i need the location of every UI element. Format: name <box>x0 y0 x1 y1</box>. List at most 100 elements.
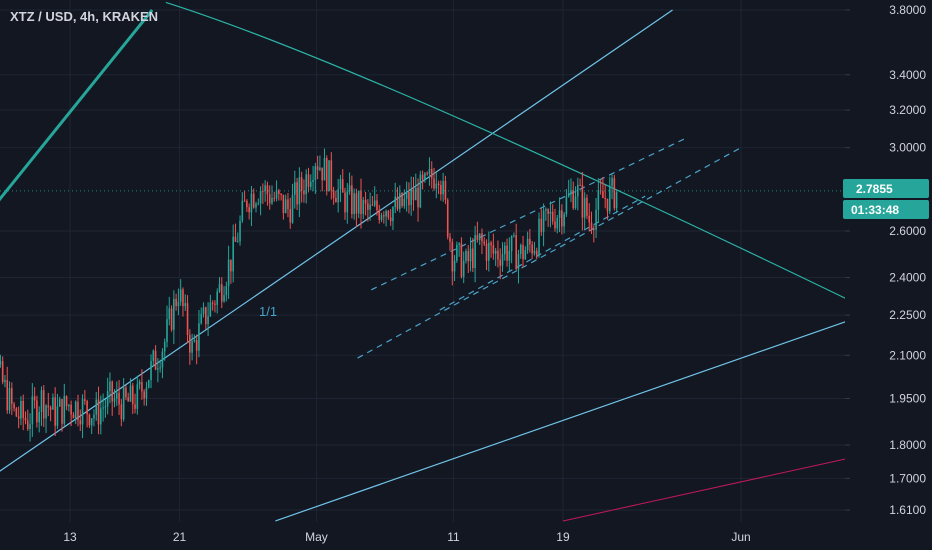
candle[interactable] <box>262 183 264 205</box>
candle[interactable] <box>309 174 312 191</box>
price-axis[interactable]: 3.8000 3.4000 3.2000 3.0000 2.6000 2.4000 2.25… <box>845 0 932 550</box>
candle[interactable] <box>159 359 161 373</box>
candle[interactable] <box>364 191 367 216</box>
candle[interactable] <box>339 174 342 203</box>
candle[interactable] <box>510 235 513 264</box>
candle[interactable] <box>0 354 2 368</box>
candle[interactable] <box>236 232 239 243</box>
drawing-layer[interactable] <box>0 1 865 522</box>
candle[interactable] <box>216 288 219 314</box>
candle[interactable] <box>481 228 483 255</box>
candle[interactable] <box>211 300 214 311</box>
candle[interactable] <box>567 179 570 198</box>
candle[interactable] <box>61 398 63 432</box>
candle[interactable] <box>556 214 559 234</box>
candle[interactable] <box>497 240 499 268</box>
candle[interactable] <box>558 197 561 233</box>
candle[interactable] <box>428 157 431 186</box>
candle[interactable] <box>129 378 132 402</box>
candle[interactable] <box>143 389 145 406</box>
candle[interactable] <box>120 399 123 427</box>
candle[interactable] <box>26 409 29 431</box>
candle[interactable] <box>68 403 70 412</box>
candle[interactable] <box>332 186 335 205</box>
candle[interactable] <box>437 180 440 195</box>
candle[interactable] <box>241 192 244 223</box>
time-axis[interactable]: 13 21 May 11 19 Jun <box>0 522 932 550</box>
candle[interactable] <box>145 381 148 406</box>
candle[interactable] <box>319 155 321 172</box>
candle[interactable] <box>561 204 563 235</box>
candle[interactable] <box>282 194 285 220</box>
candle[interactable] <box>490 240 492 258</box>
candle[interactable] <box>586 194 588 220</box>
candle[interactable] <box>444 175 447 205</box>
candle[interactable] <box>106 377 109 415</box>
candle[interactable] <box>93 409 95 427</box>
candle[interactable] <box>31 383 34 437</box>
candle[interactable] <box>307 167 310 193</box>
candle[interactable] <box>579 178 581 187</box>
candle[interactable] <box>321 167 323 192</box>
candle[interactable] <box>417 178 419 222</box>
candle[interactable] <box>246 199 248 213</box>
candle[interactable] <box>424 171 426 183</box>
candle[interactable] <box>519 243 522 259</box>
candle[interactable] <box>398 185 401 213</box>
candle[interactable] <box>49 405 52 422</box>
candle[interactable] <box>403 189 406 209</box>
candle[interactable] <box>492 233 495 260</box>
candle[interactable] <box>77 394 79 427</box>
candle[interactable] <box>588 203 591 232</box>
candle[interactable] <box>36 395 38 428</box>
candle[interactable] <box>111 380 114 416</box>
candle[interactable] <box>323 148 326 181</box>
candle[interactable] <box>344 187 346 220</box>
candle[interactable] <box>469 237 472 272</box>
candle[interactable] <box>488 231 490 272</box>
candle[interactable] <box>355 188 358 228</box>
candle[interactable] <box>104 399 107 418</box>
candle[interactable] <box>54 387 56 437</box>
candle[interactable] <box>608 176 611 214</box>
candle[interactable] <box>182 287 184 317</box>
candle[interactable] <box>38 406 40 433</box>
candle[interactable] <box>572 181 575 211</box>
candle[interactable] <box>268 185 271 210</box>
candle[interactable] <box>508 237 511 272</box>
candle[interactable] <box>33 387 36 409</box>
candle[interactable] <box>369 192 371 221</box>
candle[interactable] <box>380 212 383 223</box>
candle[interactable] <box>389 208 392 226</box>
candle[interactable] <box>278 188 280 201</box>
candle[interactable] <box>442 172 444 202</box>
candle[interactable] <box>184 294 187 312</box>
candle[interactable] <box>220 277 223 309</box>
candle[interactable] <box>250 186 253 227</box>
candle[interactable] <box>460 237 463 279</box>
candle[interactable] <box>392 206 394 230</box>
candle[interactable] <box>88 413 91 428</box>
candle[interactable] <box>476 221 479 243</box>
candle[interactable] <box>47 392 50 417</box>
candle[interactable] <box>453 254 456 282</box>
candle[interactable] <box>239 215 241 246</box>
candle[interactable] <box>513 232 515 238</box>
candle[interactable] <box>189 329 191 365</box>
candle[interactable] <box>611 174 613 200</box>
candle[interactable] <box>207 302 209 337</box>
candle[interactable] <box>4 375 6 388</box>
candle[interactable] <box>597 178 600 223</box>
candle[interactable] <box>396 187 399 212</box>
candle[interactable] <box>65 395 68 411</box>
candle[interactable] <box>90 417 93 435</box>
candle[interactable] <box>204 306 207 330</box>
candle[interactable] <box>563 212 565 234</box>
dashed-channel-upper[interactable] <box>371 137 687 291</box>
candle[interactable] <box>465 248 467 264</box>
candle[interactable] <box>353 188 355 220</box>
candle[interactable] <box>595 197 597 239</box>
magenta-trendline[interactable] <box>562 454 865 522</box>
candle[interactable] <box>266 181 269 206</box>
